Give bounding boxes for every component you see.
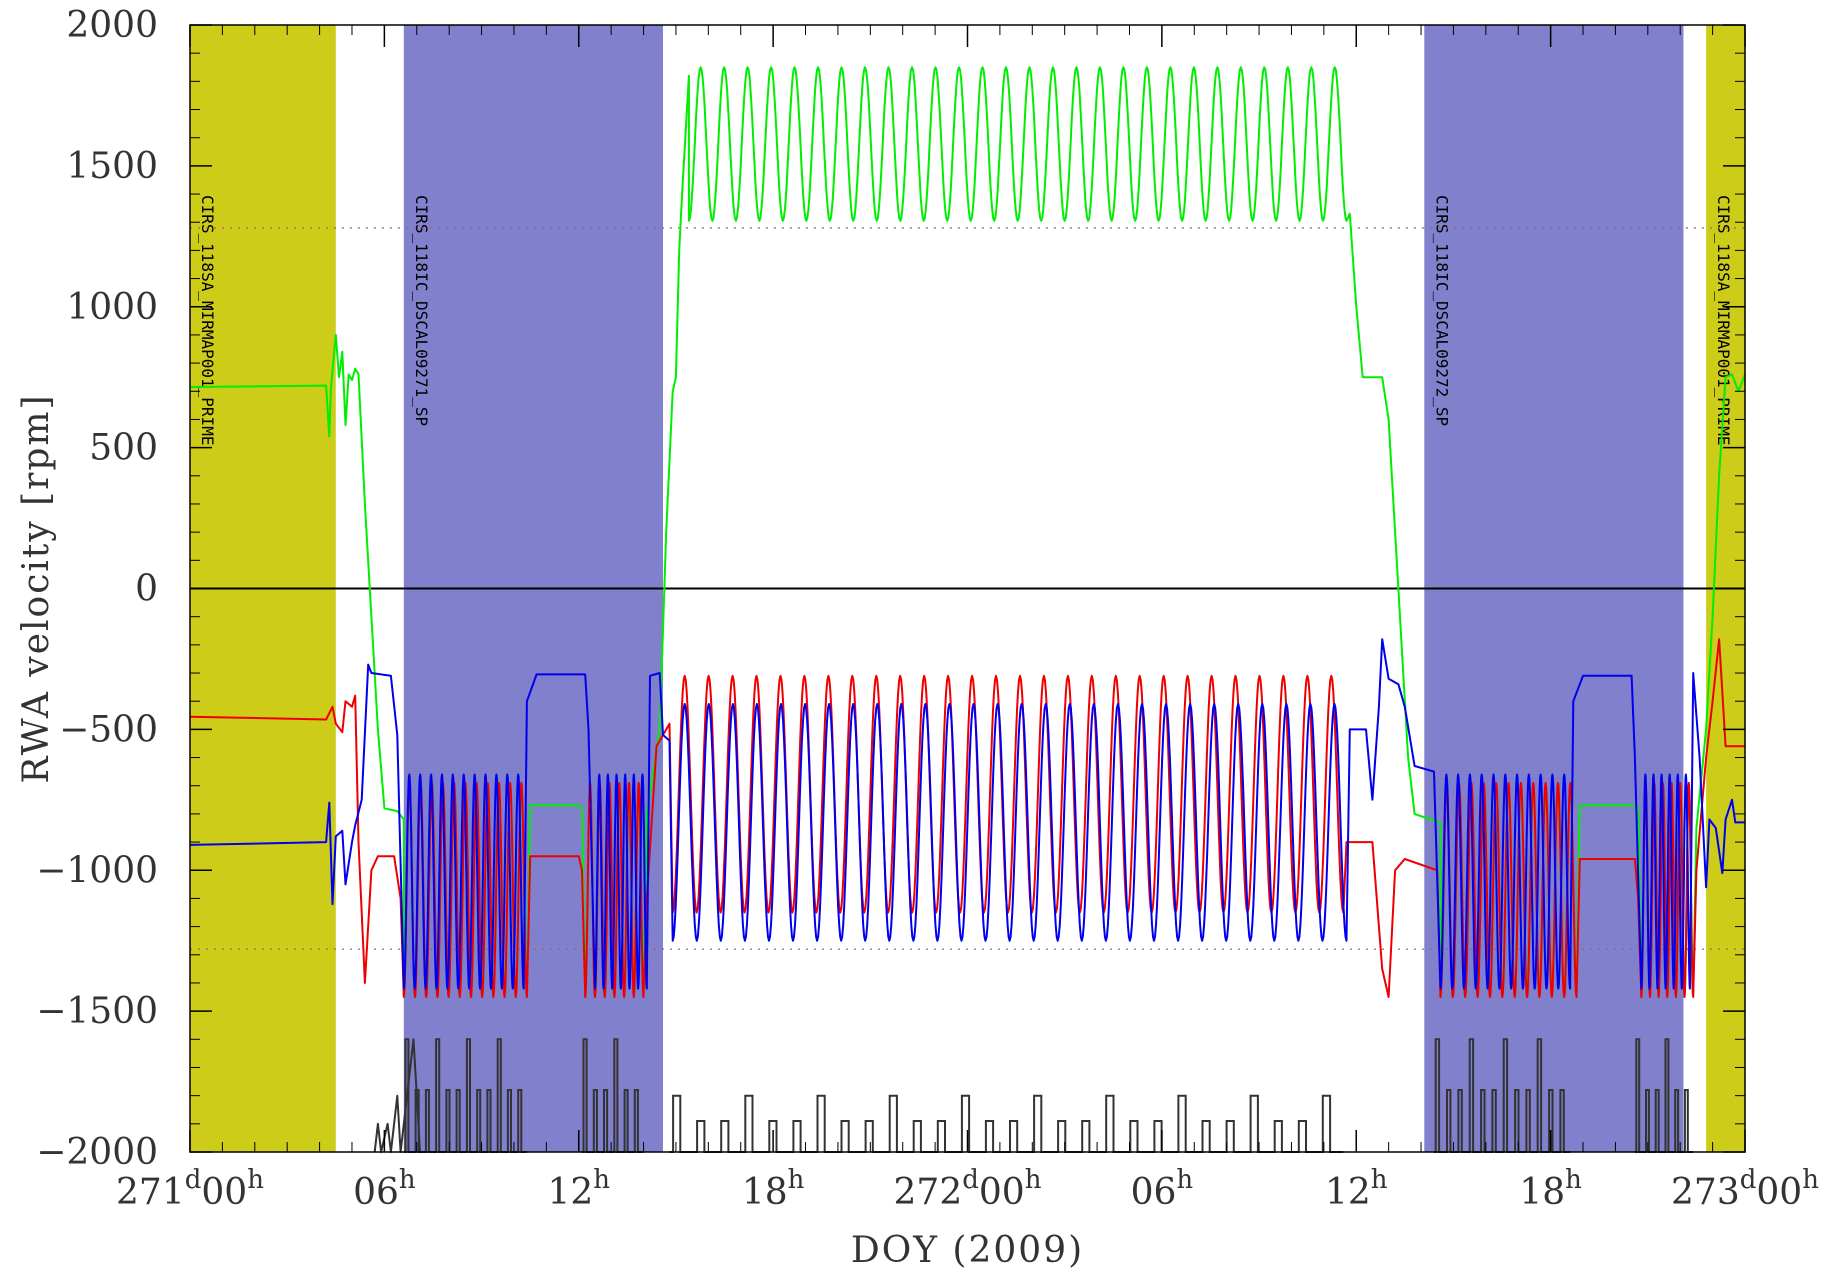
x-tick-label-5: 06h (1131, 1165, 1194, 1213)
y-tick-label-2: 1000 (66, 287, 158, 328)
y-tick-label-3: 500 (89, 428, 158, 469)
x-axis-title: DOY (2009) (851, 1230, 1084, 1271)
event-spike-group-2 (669, 1094, 1344, 1153)
x-tick-label-0: 271d00h (116, 1165, 264, 1213)
data-series (189, 66, 1746, 1153)
x-tick-label-8: 273d00h (1671, 1165, 1819, 1213)
y-tick-label-5: −500 (59, 709, 158, 750)
x-axis-ticks: 271d00h 06h 12h 18h 272d00h 06h 12h 18h 273d00h (116, 25, 1819, 1213)
x-tick-label-4: 272d00h (894, 1165, 1042, 1213)
band-label-1: CIRS_118IC_DSCAL09271_SP (412, 195, 431, 426)
y-tick-label-6: −1000 (36, 850, 158, 891)
x-tick-label-2: 12h (547, 1165, 610, 1213)
y-tick-label-1: 1500 (66, 146, 158, 187)
x-tick-label-6: 12h (1325, 1165, 1388, 1213)
x-tick-label-7: 18h (1519, 1165, 1582, 1213)
series-line-2 (189, 638, 1745, 990)
reference-lines (190, 227, 1745, 950)
y-tick-label-7: −1500 (36, 991, 158, 1032)
y-axis-title: RWA velocity [rpm] (16, 393, 57, 783)
y-axis-ticks: 2000 1500 1000 500 0 −500 −1000 −1500 −2000 (36, 5, 1745, 1173)
band-label-3: CIRS_118SA_MIRMAP001_PRIME (1714, 195, 1733, 445)
x-tick-label-1: 06h (353, 1165, 416, 1213)
y-tick-label-8: −2000 (36, 1132, 158, 1173)
y-tick-label-4: 0 (135, 569, 158, 610)
y-tick-label-0: 2000 (66, 5, 158, 46)
band-label-0: CIRS_118SA_MIRMAP001_PRIME (198, 195, 217, 445)
observation-band-labels: CIRS_118SA_MIRMAP001_PRIME CIRS_118IC_DSC… (198, 195, 1733, 445)
band-label-2: CIRS_118IC_DSCAL09272_SP (1432, 195, 1451, 426)
series-line-3 (373, 1038, 421, 1153)
x-tick-label-3: 18h (742, 1165, 805, 1213)
